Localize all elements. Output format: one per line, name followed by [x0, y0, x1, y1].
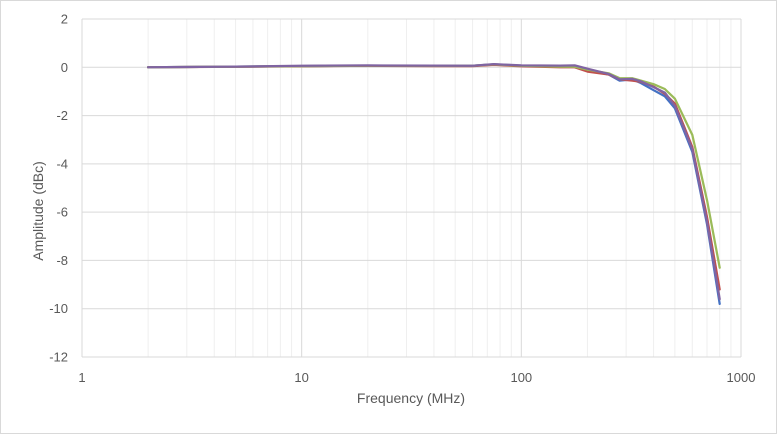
y-tick-label: 2	[61, 12, 68, 27]
x-axis-ticks: 1 10 100 1000	[78, 370, 755, 385]
y-tick-label: -4	[56, 156, 68, 171]
x-tick-label: 10	[294, 370, 308, 385]
y-tick-label: -8	[56, 253, 68, 268]
y-axis-ticks: 2 0 -2 -4 -6 -8 -10 -12	[49, 12, 68, 365]
y-tick-label: 0	[61, 60, 68, 75]
major-gridlines	[81, 18, 742, 358]
y-tick-label: -2	[56, 108, 68, 123]
x-axis-title: Frequency (MHz)	[357, 390, 465, 406]
x-tick-label: 1	[78, 370, 85, 385]
series-line-4	[146, 62, 721, 301]
x-tick-label: 1000	[727, 370, 756, 385]
x-tick-label: 100	[510, 370, 532, 385]
y-tick-label: -12	[49, 350, 68, 365]
y-tick-label: -6	[56, 205, 68, 220]
y-axis-title: Amplitude (dBc)	[30, 161, 46, 261]
minor-gridlines	[147, 19, 732, 357]
y-tick-label: -10	[49, 301, 68, 316]
series-layer	[146, 62, 721, 306]
